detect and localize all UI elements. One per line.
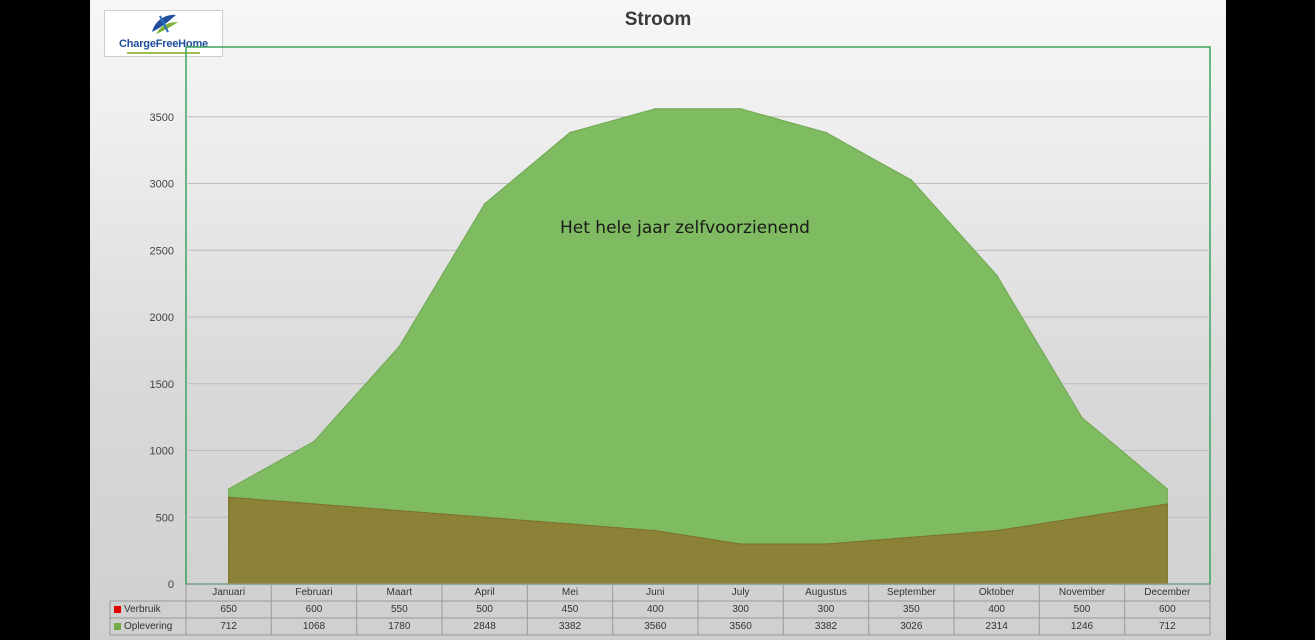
legend-key — [114, 605, 121, 613]
x-tick-label: Maart — [386, 587, 413, 598]
point-oplevering — [398, 345, 401, 348]
x-tick-label: Januari — [212, 587, 246, 598]
y-tick-label: 0 — [168, 579, 174, 591]
data-label: 350 — [902, 604, 920, 615]
point-oplevering — [739, 107, 742, 110]
chart-title: Stroom — [624, 9, 692, 30]
data-label: 712 — [1158, 621, 1176, 632]
point-verbruik — [398, 509, 401, 512]
data-label: 2848 — [473, 621, 496, 632]
point-verbruik — [825, 543, 827, 545]
point-verbruik — [483, 516, 486, 519]
x-tick-label: Augustus — [805, 587, 847, 598]
x-tick-label: September — [886, 587, 936, 598]
data-label: 1780 — [388, 621, 411, 632]
data-label: 712 — [220, 621, 237, 632]
data-label: 600 — [1158, 604, 1176, 615]
chart-svg: 0 500 1000 1500 2000 2500 3000 3500 — [109, 46, 1211, 636]
data-label: 3382 — [814, 621, 838, 632]
y-tick-label: 3500 — [150, 112, 174, 124]
y-tick-label: 1000 — [150, 446, 174, 458]
y-tick-label: 2500 — [150, 245, 174, 257]
point-oplevering — [313, 440, 315, 443]
point-oplevering — [1166, 488, 1169, 490]
point-oplevering — [227, 488, 230, 490]
point-oplevering — [995, 274, 998, 276]
point-verbruik — [1081, 516, 1083, 519]
point-verbruik — [654, 529, 657, 532]
point-verbruik — [739, 543, 742, 545]
data-label: 300 — [732, 604, 749, 615]
data-label: 450 — [561, 604, 579, 615]
point-oplevering — [825, 131, 827, 134]
point-oplevering — [654, 107, 657, 110]
y-tick-label: 500 — [156, 512, 174, 524]
logo: ChargeFreeHome — [104, 10, 223, 57]
y-tick-label: 1500 — [150, 379, 174, 391]
data-label: 500 — [1073, 604, 1091, 615]
x-tick-label: Juni — [646, 587, 665, 598]
logo-tagline-bar — [127, 52, 200, 54]
point-oplevering — [910, 179, 913, 181]
point-verbruik — [910, 536, 913, 539]
data-label: 600 — [305, 604, 323, 615]
point-verbruik — [569, 523, 571, 525]
x-tick-label: Oktober — [978, 587, 1015, 598]
data-label: 1246 — [1070, 621, 1094, 632]
legend-entry: Oplevering — [114, 619, 172, 635]
x-tick-label: Februari — [295, 587, 333, 598]
data-label: 550 — [390, 604, 408, 615]
data-label: 300 — [817, 604, 835, 615]
point-oplevering — [569, 131, 571, 134]
data-label: 3026 — [900, 621, 923, 632]
legend-label: Verbruik — [124, 604, 161, 615]
y-tick-label: 3000 — [150, 179, 174, 191]
x-tick-label: December — [1144, 587, 1191, 598]
logo-leaf-icon — [152, 14, 178, 34]
x-tick-label: November — [1058, 587, 1106, 598]
data-label: 400 — [988, 604, 1005, 615]
point-verbruik — [995, 529, 998, 532]
data-label: 3560 — [729, 621, 752, 632]
chart-stage: ChargeFreeHome Stroom 0 500 1000 1500 2000 25… — [90, 0, 1226, 640]
data-label: 3382 — [558, 621, 582, 632]
y-tick-label: 2000 — [150, 312, 174, 324]
data-label: 1068 — [302, 621, 326, 632]
x-tick-label: Mei — [561, 587, 579, 598]
legend-entry: Verbruik — [114, 602, 161, 618]
point-oplevering — [1081, 416, 1083, 419]
x-tick-label: April — [474, 587, 495, 598]
data-label: 2314 — [985, 621, 1008, 632]
point-verbruik — [227, 496, 230, 499]
data-label: 400 — [646, 604, 664, 615]
chart-annotation: Het hele jaar zelfvoorzienend — [560, 218, 810, 238]
legend-label: Oplevering — [124, 621, 173, 632]
data-label: 500 — [476, 604, 493, 615]
data-label: 3560 — [644, 621, 667, 632]
data-label: 650 — [220, 604, 237, 615]
point-verbruik — [313, 503, 315, 505]
x-tick-label: July — [731, 587, 750, 598]
point-verbruik — [1166, 503, 1169, 505]
legend-key — [114, 622, 121, 630]
point-oplevering — [483, 202, 486, 205]
